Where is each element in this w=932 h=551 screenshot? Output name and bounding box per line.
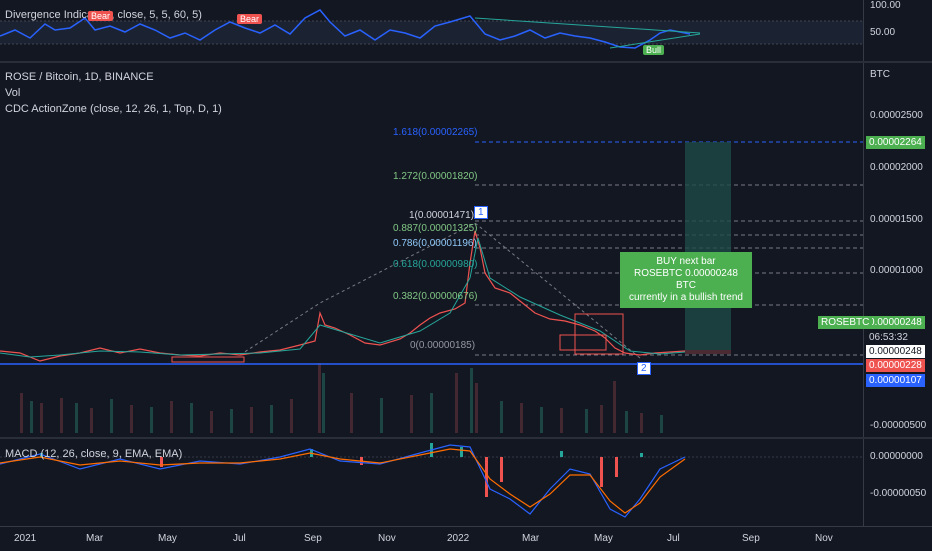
time-label: 2021 xyxy=(14,533,37,544)
axis-label: 0.00001500 xyxy=(870,214,923,225)
callout-line: currently in a bullish trend xyxy=(629,292,743,303)
cdc-actionzone-title[interactable]: CDC ActionZone (close, 12, 26, 1, Top, D… xyxy=(5,103,222,115)
time-label: Mar xyxy=(522,533,540,544)
red-price-tag: 0.00000228 xyxy=(866,359,925,372)
symbol-tag: ROSEBTC xyxy=(818,316,873,329)
wave-marker-1[interactable]: 1 xyxy=(474,206,488,219)
axis-label: 0.00002000 xyxy=(870,162,923,173)
time-axis[interactable] xyxy=(0,526,932,551)
oscillator-axis[interactable]: 100.00 50.00 xyxy=(863,0,932,61)
time-label: Sep xyxy=(304,533,322,544)
volume-title[interactable]: Vol xyxy=(5,87,21,99)
macd-pane[interactable]: MACD (12, 26, close, 9, EMA, EMA) 0.0000… xyxy=(0,439,932,526)
axis-label: 0.00002500 xyxy=(870,110,923,121)
macd-axis[interactable]: 0.00000000 -0.00000050 xyxy=(863,439,932,526)
macd-title[interactable]: MACD (12, 26, close, 9, EMA, EMA) xyxy=(5,448,183,460)
time-label: Jul xyxy=(667,533,680,544)
fib-level-0: 0(0.00000185) xyxy=(410,340,476,351)
fib-level-0382: 0.382(0.00000676) xyxy=(393,291,478,302)
oscillator-pane: Divergence Indicat 14, close, 5, 5, 60, … xyxy=(0,0,932,61)
fib-level-0887: 0.887(0.00001325) xyxy=(393,223,478,234)
oscillator-plot xyxy=(0,9,864,49)
fib-level-0618: 0.618(0.00000980) xyxy=(393,259,478,270)
axis-label: 100.00 xyxy=(870,0,901,11)
close-price-tag: 0.00000248 xyxy=(866,345,925,358)
time-label: May xyxy=(158,533,177,544)
blue-price-tag: 0.00000107 xyxy=(866,374,925,387)
fib-level-0786: 0.786(0.00001196) xyxy=(393,238,477,249)
time-label: Nov xyxy=(815,533,833,544)
bear-label: Bear xyxy=(88,11,114,21)
callout-line: ROSEBTC 0.00000248 BTC xyxy=(634,268,738,291)
time-label: 2022 xyxy=(447,533,470,544)
buy-signal-callout[interactable]: BUY next bar ROSEBTC 0.00000248 BTC curr… xyxy=(620,252,752,308)
axis-label: 50.00 xyxy=(870,27,896,38)
time-label: May xyxy=(594,533,613,544)
fib-level-1: 1(0.00001471) xyxy=(409,210,475,221)
time-label: Sep xyxy=(742,533,760,544)
bear-label: Bear xyxy=(237,14,263,24)
fib-level-1618: 1.618(0.00002265) xyxy=(393,127,478,138)
axis-label: -0.00000050 xyxy=(870,488,927,499)
target-price-tag: 0.00002264 xyxy=(866,136,925,149)
pane-separator[interactable] xyxy=(0,437,932,439)
axis-label: -0.00000500 xyxy=(870,420,927,431)
symbol-title[interactable]: ROSE / Bitcoin, 1D, BINANCE xyxy=(5,71,154,83)
currency-label: BTC xyxy=(870,69,890,80)
time-label: Nov xyxy=(378,533,396,544)
pane-separator[interactable] xyxy=(0,61,932,63)
price-axis[interactable]: BTC 0.00002500 0.00002000 0.00001500 0.0… xyxy=(863,63,932,437)
time-label: Mar xyxy=(86,533,104,544)
callout-line: BUY next bar xyxy=(656,256,716,267)
last-price-tag: 0.00000248 xyxy=(866,316,925,329)
axis-label: 0.00000000 xyxy=(870,451,923,462)
countdown-tag: 06:53:32 xyxy=(866,331,911,344)
price-plot[interactable] xyxy=(0,63,864,437)
axis-label: 0.00001000 xyxy=(870,265,923,276)
wave-marker-2[interactable]: 2 xyxy=(637,362,651,375)
main-chart-pane[interactable]: ROSE / Bitcoin, 1D, BINANCE Vol CDC Acti… xyxy=(0,63,932,437)
macd-plot[interactable] xyxy=(0,439,864,526)
fib-level-1272: 1.272(0.00001820) xyxy=(393,171,478,182)
bull-label: Bull xyxy=(643,45,665,55)
time-label: Jul xyxy=(233,533,246,544)
